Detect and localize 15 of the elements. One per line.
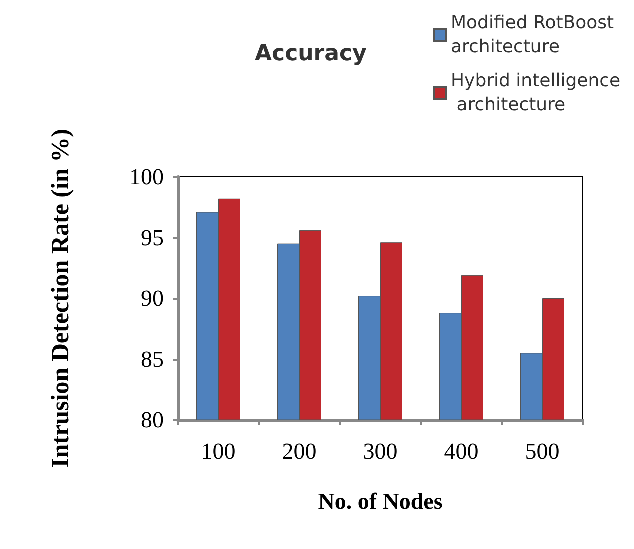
chart-title: Accuracy [255, 42, 367, 66]
y-tick-label: 80 [141, 408, 164, 432]
y-axis-title: Intrusion Detection Rate (in %) [48, 129, 74, 468]
x-tick-label: 200 [282, 439, 317, 464]
x-tick-label: 500 [525, 439, 560, 464]
y-tick-label: 90 [141, 286, 164, 311]
x-tick-label: 100 [201, 439, 236, 464]
legend-label: Modified RotBoost architecture [451, 12, 620, 58]
x-tick-label: 400 [444, 439, 479, 464]
y-tick-label: 100 [130, 164, 164, 190]
x-axis-title: No. of Nodes [318, 489, 443, 514]
y-tick-label: 85 [141, 346, 164, 372]
y-tick-label: 95 [141, 225, 164, 250]
legend-label: Hybrid intelligence architecture [451, 70, 621, 116]
x-tick-label: 300 [363, 439, 398, 464]
